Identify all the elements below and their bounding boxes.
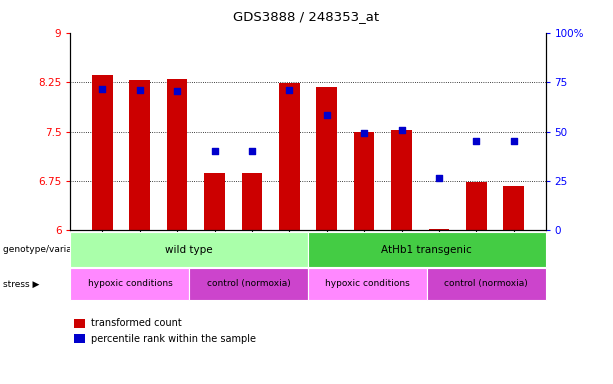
Text: percentile rank within the sample: percentile rank within the sample bbox=[91, 334, 256, 344]
Bar bbox=[466, 182, 487, 230]
Point bbox=[172, 88, 182, 94]
Text: hypoxic conditions: hypoxic conditions bbox=[88, 280, 172, 288]
Text: control (normoxia): control (normoxia) bbox=[444, 280, 528, 288]
Point bbox=[322, 112, 332, 118]
Bar bbox=[167, 79, 188, 230]
Bar bbox=[503, 185, 524, 230]
Bar bbox=[316, 87, 337, 230]
Point bbox=[509, 138, 519, 144]
Text: AtHb1 transgenic: AtHb1 transgenic bbox=[381, 245, 472, 255]
Point bbox=[135, 87, 145, 93]
Point bbox=[397, 127, 406, 133]
Point bbox=[247, 147, 257, 154]
Bar bbox=[204, 173, 225, 230]
Point bbox=[359, 131, 369, 137]
Bar bbox=[129, 80, 150, 230]
Text: genotype/variation ▶: genotype/variation ▶ bbox=[3, 245, 99, 254]
Point bbox=[210, 147, 219, 154]
Point bbox=[471, 138, 481, 144]
Bar bbox=[279, 83, 300, 230]
Point bbox=[434, 175, 444, 181]
Point bbox=[97, 86, 107, 92]
Text: stress ▶: stress ▶ bbox=[3, 280, 39, 288]
Text: GDS3888 / 248353_at: GDS3888 / 248353_at bbox=[234, 10, 379, 23]
Text: hypoxic conditions: hypoxic conditions bbox=[325, 280, 410, 288]
Text: wild type: wild type bbox=[166, 245, 213, 255]
Bar bbox=[391, 130, 412, 230]
Bar bbox=[92, 76, 113, 230]
Bar bbox=[354, 132, 375, 230]
Text: transformed count: transformed count bbox=[91, 318, 181, 328]
Point bbox=[284, 87, 294, 93]
Text: control (normoxia): control (normoxia) bbox=[207, 280, 291, 288]
Bar bbox=[428, 229, 449, 230]
Bar bbox=[242, 173, 262, 230]
